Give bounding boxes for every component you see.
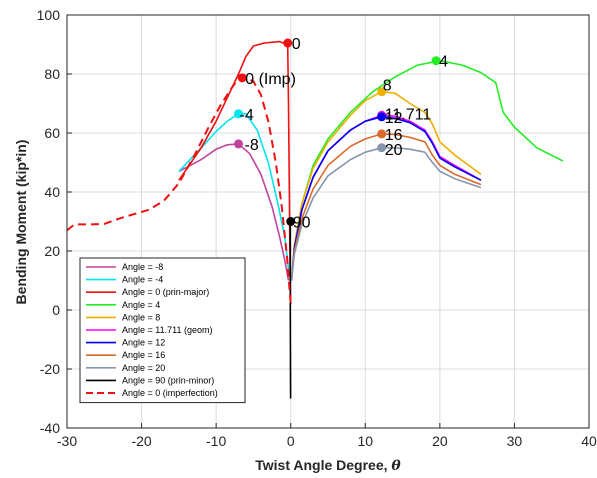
x-axis-title: Twist Angle Degree, θ (255, 457, 401, 474)
x-tick-label: 40 (581, 433, 597, 449)
legend-label: Angle = 4 (122, 300, 160, 310)
series-line (178, 143, 290, 281)
peak-label: 4 (439, 54, 448, 71)
legend-label: Angle = 0 (prin-major) (122, 287, 209, 297)
y-tick-label: 20 (44, 243, 60, 259)
peak-marker (431, 56, 441, 66)
peak-marker (237, 73, 247, 83)
peak-marker (234, 139, 244, 149)
peak-marker (377, 129, 387, 139)
series-line (178, 113, 290, 275)
y-axis-title: Bending Moment (kip*in) (13, 140, 29, 305)
x-tick-label: -20 (131, 433, 151, 449)
peak-marker (286, 217, 296, 226)
series-line (178, 40, 292, 305)
peak-label: 8 (383, 78, 392, 95)
peak-label: 0 (Imp) (245, 71, 296, 88)
x-tick-label: -30 (57, 433, 77, 449)
legend-label: Angle = -4 (122, 275, 163, 285)
peak-label: 11.711 (385, 106, 432, 123)
plot-frame (66, 14, 590, 429)
x-tick-label: 20 (432, 433, 448, 449)
x-tick-label: 0 (287, 433, 295, 449)
peak-label: -8 (245, 137, 259, 154)
series-line (66, 76, 292, 305)
peak-marker (283, 38, 293, 48)
peak-marker (377, 112, 387, 122)
legend: Angle = -8 Angle = -4 Angle = 0 (prin-majo… (79, 257, 246, 404)
x-tick-label: 30 (507, 433, 523, 449)
legend-label: Angle = 8 (122, 312, 160, 322)
peak-label: 90 (293, 215, 311, 232)
peak-label: 12 (385, 110, 403, 127)
x-tick-label: -10 (206, 433, 226, 449)
peak-label: 16 (385, 127, 403, 144)
peak-label: 20 (385, 142, 403, 159)
peak-label: -4 (240, 107, 254, 124)
y-tick-label: 0 (52, 302, 60, 318)
legend-label: Angle = -8 (122, 262, 163, 272)
peak-label: 0 (292, 36, 301, 53)
y-tick-label: 80 (44, 66, 60, 82)
y-tick-label: 40 (44, 184, 60, 200)
peak-marker (377, 143, 387, 153)
legend-label: Angle = 16 (122, 350, 165, 360)
x-axis-title-text: Twist Angle Degree, (255, 457, 391, 473)
peak-marker (377, 87, 387, 97)
peak-marker (234, 109, 244, 119)
legend-label: Angle = 0 (imperfection) (122, 388, 218, 398)
y-tick-label: 100 (37, 7, 61, 23)
legend-label: Angle = 20 (122, 363, 165, 373)
y-tick-label: 60 (44, 125, 60, 141)
legend-label: Angle = 12 (122, 338, 165, 348)
y-tick-label: -20 (40, 361, 60, 377)
legend-label: Angle = 11.711 (geom) (122, 325, 212, 335)
x-axis-title-symbol: θ (391, 458, 401, 474)
legend-label: Angle = 90 (prin-minor) (122, 375, 214, 385)
x-tick-label: 10 (357, 433, 373, 449)
y-tick-label: -40 (40, 420, 60, 436)
